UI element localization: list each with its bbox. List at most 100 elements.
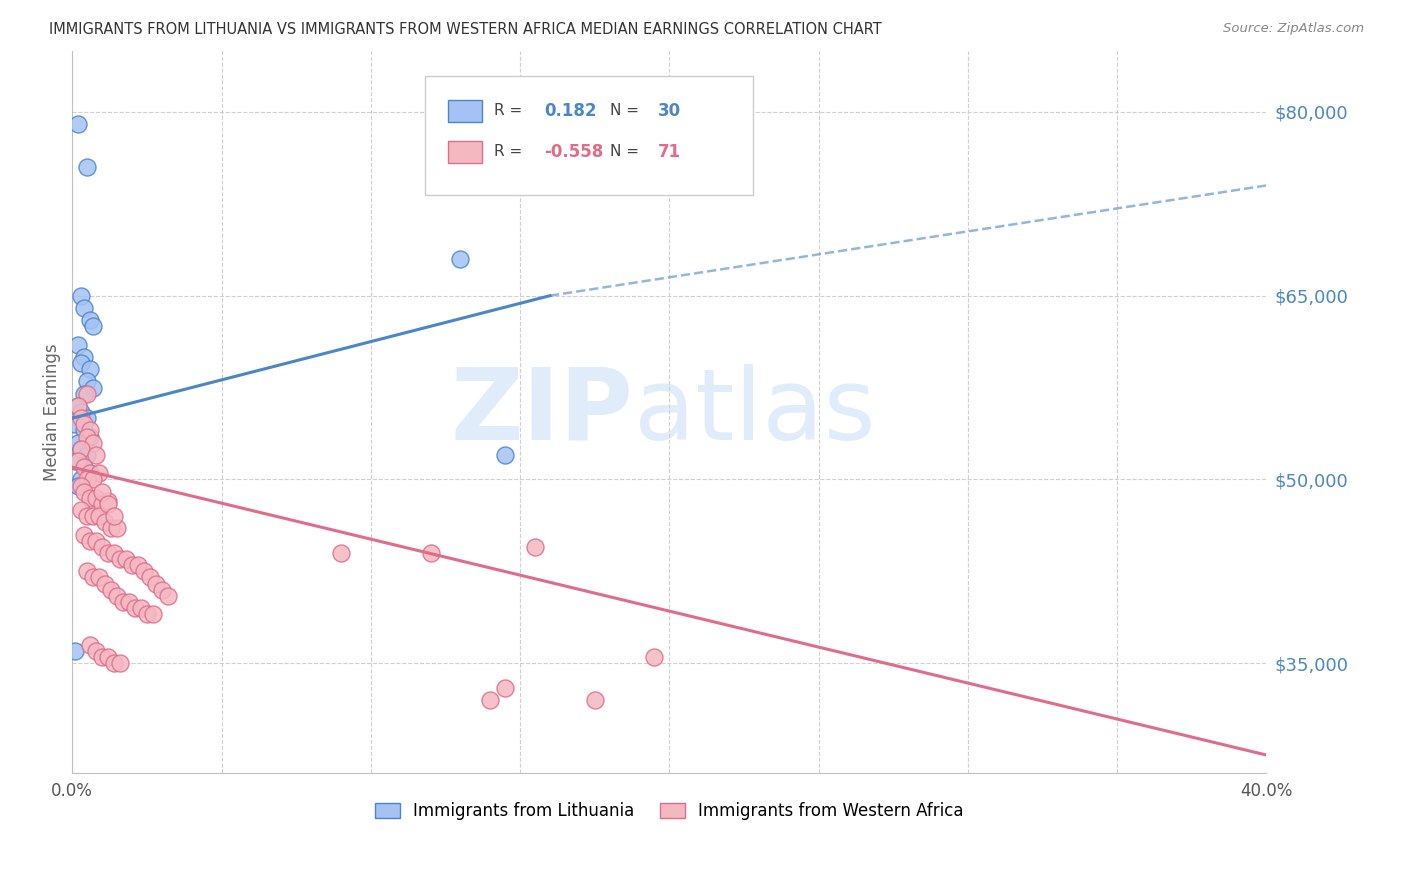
Point: [103, 656, 125, 670]
Point: [73, 350, 96, 364]
Text: IMMIGRANTS FROM LITHUANIA VS IMMIGRANTS FROM WESTERN AFRICA MEDIAN EARNINGS CORR: IMMIGRANTS FROM LITHUANIA VS IMMIGRANTS …: [49, 22, 882, 37]
Point: [494, 448, 516, 462]
Point: [524, 540, 547, 554]
Point: [79, 491, 101, 505]
Point: [108, 656, 131, 670]
Point: [97, 650, 120, 665]
Point: [67, 117, 90, 131]
Text: 0.182: 0.182: [544, 102, 596, 120]
Point: [583, 693, 606, 707]
Point: [76, 509, 98, 524]
Point: [76, 411, 98, 425]
Point: [97, 497, 120, 511]
Legend: Immigrants from Lithuania, Immigrants from Western Africa: Immigrants from Lithuania, Immigrants fr…: [368, 795, 970, 827]
Point: [127, 558, 149, 573]
Point: [73, 424, 96, 438]
Text: N =: N =: [610, 103, 644, 118]
Point: [108, 552, 131, 566]
FancyBboxPatch shape: [425, 76, 754, 195]
Point: [139, 570, 162, 584]
Text: Source: ZipAtlas.com: Source: ZipAtlas.com: [1223, 22, 1364, 36]
Point: [87, 467, 110, 481]
Point: [103, 546, 125, 560]
Point: [91, 540, 114, 554]
Point: [87, 509, 110, 524]
Point: [94, 516, 117, 530]
Point: [76, 429, 98, 443]
Point: [76, 472, 98, 486]
Point: [67, 399, 90, 413]
Point: [82, 435, 104, 450]
Text: 30: 30: [658, 102, 681, 120]
Point: [97, 546, 120, 560]
Point: [145, 576, 167, 591]
Point: [84, 491, 107, 505]
Point: [150, 582, 173, 597]
Point: [129, 601, 152, 615]
Point: [91, 484, 114, 499]
Point: [82, 509, 104, 524]
Point: [100, 521, 122, 535]
Point: [142, 607, 165, 622]
Bar: [449, 141, 482, 162]
Point: [70, 442, 93, 456]
Point: [70, 472, 93, 486]
Point: [135, 607, 157, 622]
Point: [79, 638, 101, 652]
Point: [94, 576, 117, 591]
Point: [79, 313, 101, 327]
Point: [449, 252, 471, 266]
Text: N =: N =: [610, 145, 644, 160]
Point: [79, 429, 101, 443]
Point: [79, 467, 101, 481]
Point: [63, 454, 86, 468]
Point: [67, 337, 90, 351]
Text: -0.558: -0.558: [544, 143, 603, 161]
Point: [494, 681, 516, 695]
Point: [73, 301, 96, 315]
Point: [79, 362, 101, 376]
Point: [79, 424, 101, 438]
Point: [82, 319, 104, 334]
Point: [82, 380, 104, 394]
Point: [73, 460, 96, 475]
Point: [156, 589, 179, 603]
Point: [121, 558, 143, 573]
Point: [67, 454, 90, 468]
Point: [73, 484, 96, 499]
Point: [132, 564, 155, 578]
Point: [111, 595, 134, 609]
Point: [643, 650, 665, 665]
Point: [84, 644, 107, 658]
Point: [76, 375, 98, 389]
Bar: [449, 100, 482, 121]
Y-axis label: Median Earnings: Median Earnings: [44, 343, 60, 481]
Point: [329, 546, 352, 560]
Point: [73, 417, 96, 432]
Point: [70, 405, 93, 419]
Point: [70, 411, 93, 425]
Text: R =: R =: [494, 103, 527, 118]
Point: [479, 693, 502, 707]
Point: [70, 288, 93, 302]
Text: ZIP: ZIP: [451, 364, 634, 460]
Point: [76, 448, 98, 462]
Text: 71: 71: [658, 143, 681, 161]
Point: [82, 472, 104, 486]
Point: [70, 478, 93, 492]
Point: [91, 650, 114, 665]
Point: [97, 494, 120, 508]
Point: [82, 570, 104, 584]
Point: [73, 460, 96, 475]
Point: [79, 467, 101, 481]
Point: [76, 386, 98, 401]
Point: [84, 533, 107, 548]
Point: [73, 386, 96, 401]
Point: [105, 589, 128, 603]
Point: [70, 503, 93, 517]
Text: atlas: atlas: [634, 364, 875, 460]
Point: [67, 399, 90, 413]
Point: [73, 527, 96, 541]
Point: [419, 546, 441, 560]
Point: [103, 509, 125, 524]
